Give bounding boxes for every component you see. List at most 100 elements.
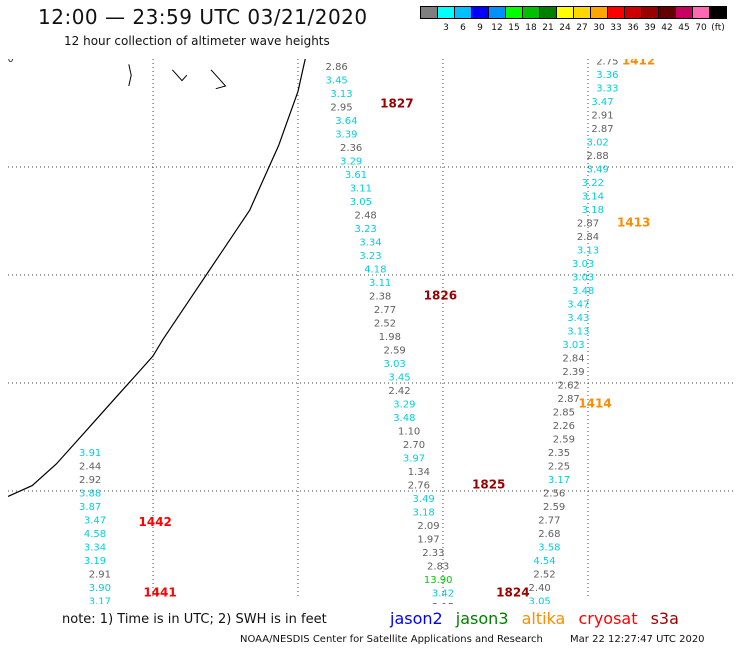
wave-height-value: 3.11 bbox=[350, 183, 372, 194]
color-swatch bbox=[539, 6, 557, 19]
wave-height-value: 3.49 bbox=[587, 164, 609, 175]
wave-height-value: 2.77 bbox=[374, 305, 396, 316]
wave-height-value: 3.03 bbox=[572, 259, 594, 270]
pass-time-label: 1412 bbox=[622, 59, 655, 67]
wave-height-value: 3.18 bbox=[413, 507, 435, 518]
pass-time-label: 1441 bbox=[143, 585, 176, 599]
wave-height-value: 2.75 bbox=[596, 59, 618, 67]
wave-height-value: 3.47 bbox=[567, 299, 589, 310]
color-swatch bbox=[437, 6, 455, 19]
wave-height-value: 2.91 bbox=[89, 569, 111, 580]
legend-s3a: s3a bbox=[650, 609, 679, 628]
wave-height-value: 3.45 bbox=[388, 372, 410, 383]
color-scale-label: 70 bbox=[695, 23, 707, 33]
wave-height-value: 2.42 bbox=[388, 386, 410, 397]
wave-height-value: 3.47 bbox=[591, 97, 613, 108]
wave-height-value: 2.62 bbox=[558, 380, 580, 391]
wave-height-value: 2.88 bbox=[587, 151, 609, 162]
wave-height-value: 2.26 bbox=[553, 421, 575, 432]
pass-time-label: 1826 bbox=[424, 288, 457, 302]
wave-height-value: 3.47 bbox=[84, 515, 106, 526]
wave-height-value: 13.90 bbox=[424, 575, 453, 586]
wave-height-value: 3.87 bbox=[79, 502, 101, 513]
map-title: 12:00 — 23:59 UTC 03/21/2020 bbox=[38, 5, 368, 29]
wave-height-value: 2.52 bbox=[533, 569, 555, 580]
color-swatch bbox=[505, 6, 523, 19]
wave-height-value: 3.88 bbox=[79, 488, 101, 499]
wave-height-value: 3.39 bbox=[335, 129, 357, 140]
wave-height-value: 2.68 bbox=[538, 529, 560, 540]
wave-height-value: 3.13 bbox=[577, 245, 599, 256]
color-swatch bbox=[522, 6, 540, 19]
wave-height-value: 2.52 bbox=[374, 318, 396, 329]
wave-height-value: 1.34 bbox=[408, 467, 430, 478]
legend-altika: altika bbox=[521, 609, 566, 628]
color-scale-label: 18 bbox=[525, 23, 537, 33]
wave-height-value: 3.97 bbox=[403, 453, 425, 464]
wave-height-value: 2.76 bbox=[408, 480, 430, 491]
color-scale-label: 39 bbox=[644, 23, 656, 33]
wave-height-value: 2.35 bbox=[548, 448, 570, 459]
color-scale-label: 24 bbox=[559, 23, 571, 33]
wave-height-value: 3.91 bbox=[79, 448, 101, 459]
satellite-legend: jason2 jason3 altika cryosat s3a bbox=[390, 609, 687, 628]
wave-height-value: 3.34 bbox=[84, 542, 106, 553]
color-scale-label: 45 bbox=[678, 23, 690, 33]
wave-height-value: 3.03 bbox=[562, 340, 584, 351]
pass-time-label: 1825 bbox=[472, 477, 505, 491]
wave-height-value: 2.86 bbox=[326, 62, 348, 73]
wave-height-value: 3.18 bbox=[582, 205, 604, 216]
generated-timestamp: Mar 22 12:27:47 UTC 2020 bbox=[570, 634, 705, 645]
wave-height-value: 2.36 bbox=[340, 143, 362, 154]
wave-height-value: 3.64 bbox=[335, 116, 357, 127]
color-scale-label: 9 bbox=[477, 23, 483, 33]
color-swatch bbox=[454, 6, 472, 19]
wave-height-value: 3.61 bbox=[345, 170, 367, 181]
wave-height-value: 2.87 bbox=[558, 394, 580, 405]
wave-height-value: 2.38 bbox=[369, 291, 391, 302]
wave-height-value: 2.91 bbox=[591, 110, 613, 121]
wave-height-value: 2.59 bbox=[553, 434, 575, 445]
wave-height-value: 3.23 bbox=[355, 224, 377, 235]
altimeter-map: 45485154576002468102.863.453.132.953.643… bbox=[8, 59, 733, 604]
wave-height-value: 2.70 bbox=[403, 440, 425, 451]
color-swatch bbox=[488, 6, 506, 19]
color-swatch bbox=[658, 6, 676, 19]
wave-height-value: 2.84 bbox=[577, 232, 599, 243]
color-scale-label: 42 bbox=[661, 23, 673, 33]
wave-height-value: 3.13 bbox=[567, 326, 589, 337]
wave-height-value: 3.48 bbox=[393, 413, 415, 424]
footer: NOAA/NESDIS Center for Satellite Applica… bbox=[240, 634, 729, 645]
wave-height-value: 2.85 bbox=[553, 407, 575, 418]
wave-height-value: 4.58 bbox=[84, 529, 106, 540]
wave-height-value: 3.90 bbox=[89, 583, 111, 594]
color-swatch bbox=[420, 6, 438, 19]
wave-height-value: 4.54 bbox=[533, 556, 555, 567]
wave-height-value: 3.02 bbox=[587, 137, 609, 148]
color-swatch bbox=[590, 6, 608, 19]
coastline bbox=[8, 59, 306, 497]
wave-height-value: 2.87 bbox=[591, 124, 613, 135]
color-swatch bbox=[675, 6, 693, 19]
color-swatch bbox=[624, 6, 642, 19]
wave-height-value: 2.39 bbox=[562, 367, 584, 378]
wave-height-value: 1.10 bbox=[398, 426, 420, 437]
color-scale-label: 3 bbox=[443, 23, 449, 33]
wave-height-value: 3.22 bbox=[582, 178, 604, 189]
pass-time-label: 1414 bbox=[578, 396, 611, 410]
wave-height-value: 3.36 bbox=[596, 70, 618, 81]
wave-height-value: 3.19 bbox=[84, 556, 106, 567]
wave-height-value: 3.48 bbox=[572, 286, 594, 297]
color-swatch bbox=[709, 6, 727, 19]
pass-time-label: 1413 bbox=[617, 215, 650, 229]
wave-height-value: 3.17 bbox=[548, 475, 570, 486]
legend-cryosat: cryosat bbox=[578, 609, 638, 628]
wave-height-value: 1.98 bbox=[379, 332, 401, 343]
color-swatch bbox=[692, 6, 710, 19]
island-outline bbox=[171, 69, 188, 82]
wave-height-value: 2.33 bbox=[422, 548, 444, 559]
wave-height-value: 3.05 bbox=[350, 197, 372, 208]
color-scale-label: 6 bbox=[460, 23, 466, 33]
wave-height-value: 2.25 bbox=[548, 461, 570, 472]
wave-height-value: 4.18 bbox=[364, 264, 386, 275]
